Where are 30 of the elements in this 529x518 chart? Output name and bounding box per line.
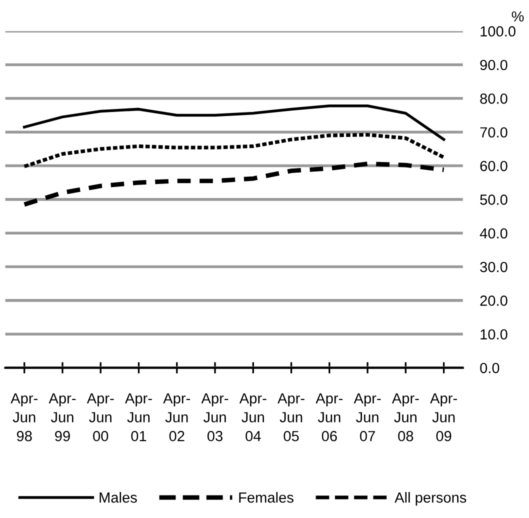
y-tick-label: 90.0 [480,60,508,70]
y-tick-label: 0.0 [480,362,500,374]
x-tick-label: Apr- Jun 04 [239,393,266,442]
x-tick-label: Apr- Jun 02 [163,393,190,442]
y-tick-label: 30.0 [480,262,508,272]
y-tick-label: 20.0 [480,296,508,306]
x-tick-label: Apr- Jun 99 [48,393,76,442]
y-tick-label: 60.0 [480,160,508,172]
line-series [22,104,446,141]
legend-label: Females [239,492,294,503]
x-tick-label: Apr- Jun 07 [354,393,381,442]
x-tick-label: Apr- Jun 00 [86,393,114,442]
line-series [22,132,446,168]
y-tick-label: 80.0 [480,94,508,104]
x-tick-label: Apr- Jun 03 [201,393,228,442]
legend-label: Males [100,492,137,503]
legend-label: All persons [394,492,466,506]
y-axis-title: % [512,11,524,22]
y-tick-label: 10.0 [480,329,508,340]
x-tick-label: Apr- Jun 08 [392,393,419,442]
y-tick-label: 40.0 [480,228,508,239]
x-tick-label: Apr- Jun 98 [10,393,38,442]
x-tick-label: Apr- Jun 01 [125,393,152,442]
x-tick-label: Apr- Jun 09 [430,393,457,442]
line-series [22,162,446,207]
x-tick-label: Apr- Jun 06 [316,393,343,442]
x-tick-label: Apr- Jun 05 [278,393,304,442]
y-tick-label: 70.0 [480,127,508,138]
y-tick-label: 50.0 [480,194,508,205]
y-tick-label: 100.0 [480,26,516,37]
